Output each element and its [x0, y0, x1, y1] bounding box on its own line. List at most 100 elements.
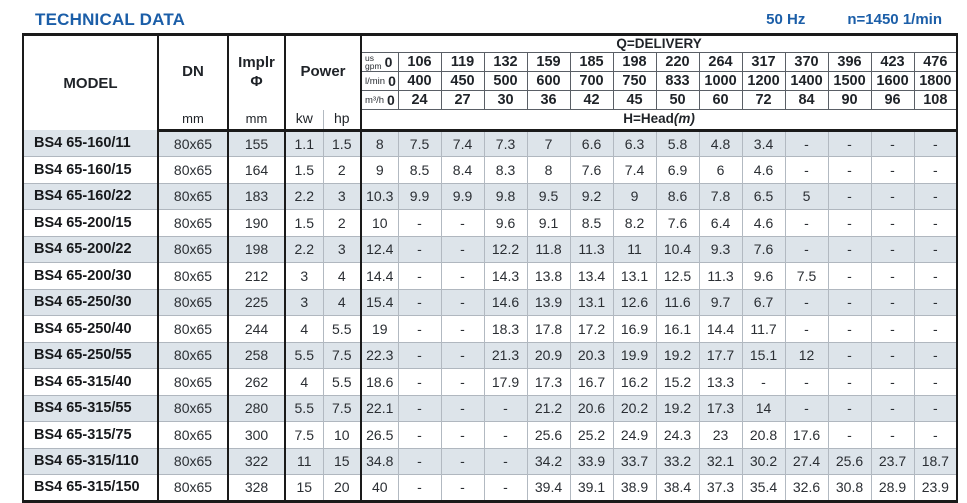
- head-value-cell: 8.5: [570, 209, 614, 236]
- hp-cell: 5.5: [323, 368, 363, 395]
- head-value-cell: 30.8: [828, 474, 872, 501]
- head-value-cell: 24.9: [613, 421, 657, 448]
- delivery-value: 370: [785, 52, 829, 72]
- head-value-cell: 39.4: [527, 474, 571, 501]
- model-cell: BS4 65-315/55: [23, 394, 159, 422]
- dn-cell: 80x65: [158, 315, 229, 342]
- delivery-value: 1200: [742, 71, 786, 91]
- head-value-cell: 9.1: [527, 209, 571, 236]
- head-value-cell: 9: [613, 182, 657, 210]
- head-value-cell: 17.8: [527, 315, 571, 342]
- head-value-cell: 15.2: [656, 368, 700, 395]
- head-value-cell: -: [785, 394, 829, 422]
- delivery-value: 30: [484, 90, 528, 110]
- unit-label: l/min: [365, 75, 386, 87]
- model-cell: BS4 65-200/15: [23, 209, 159, 236]
- head-value-cell: 12.5: [656, 262, 700, 289]
- head-value-cell: 15.4: [361, 288, 399, 316]
- unit-label: us gpm: [365, 52, 382, 71]
- delivery-value: 750: [613, 71, 657, 91]
- head-value-cell: 4.8: [699, 130, 743, 157]
- head-value-cell: 18.7: [914, 447, 958, 475]
- head-value-cell: -: [914, 421, 958, 448]
- head-value-cell: 5: [785, 182, 829, 210]
- hp-cell: 3: [323, 235, 363, 263]
- model-cell: BS4 65-315/75: [23, 421, 159, 448]
- head-value-cell: 17.2: [570, 315, 614, 342]
- column-header-dn: DN: [158, 34, 229, 110]
- head-value-cell: -: [398, 209, 442, 236]
- dn-cell: 80x65: [158, 447, 229, 475]
- head-value-cell: 14.6: [484, 288, 528, 316]
- implr-cell: 190: [228, 209, 286, 236]
- head-value-cell: -: [441, 447, 485, 475]
- dn-cell: 80x65: [158, 209, 229, 236]
- head-value-cell: 8: [361, 130, 399, 157]
- delivery-value: 700: [570, 71, 614, 91]
- head-value-cell: -: [932, 135, 938, 152]
- head-value-cell: -: [398, 262, 442, 289]
- hp-cell: 4: [323, 288, 363, 316]
- head-value-cell: -: [914, 315, 958, 342]
- head-value-cell: -: [914, 288, 958, 316]
- head-value-cell: 12.4: [361, 235, 399, 263]
- table-row: BS4 65-315/110 80x65 322 11 15 34.8- - -34.2 33.…: [23, 447, 958, 475]
- kw-cell: 4: [285, 315, 324, 342]
- head-value-cell: 9.9: [398, 182, 442, 210]
- head-value-cell: 7.6: [570, 156, 614, 183]
- hp-cell: 7.5: [323, 394, 363, 422]
- delivery-value: 1000: [699, 71, 743, 91]
- head-value-cell: 4.6: [742, 209, 786, 236]
- dn-cell: 80x65: [158, 262, 229, 289]
- table-row: BS4 65-200/22 80x65 198 2.2 3 12.4- -12.2 11.8 1…: [23, 235, 958, 263]
- head-value-cell: -: [742, 368, 786, 395]
- implr-cell: 183: [228, 182, 286, 210]
- head-value-cell: -: [484, 421, 528, 448]
- head-value-cell: 9.8: [484, 182, 528, 210]
- hp-cell: 15: [323, 447, 363, 475]
- kw-cell: 1.5: [285, 209, 324, 236]
- delivery-value: 1400: [785, 71, 829, 91]
- head-value-cell: 19.9: [613, 341, 657, 369]
- implr-cell: 212: [228, 262, 286, 289]
- implr-cell: 262: [228, 368, 286, 395]
- head-value-cell: -: [871, 235, 915, 263]
- implr-cell: 198: [228, 235, 286, 263]
- head-value-cell: -: [785, 209, 829, 236]
- implr-unit-label: mm: [228, 109, 286, 132]
- model-cell: BS4 65-160/11: [23, 130, 159, 157]
- delivery-value: 27: [441, 90, 485, 110]
- head-value-cell: -: [914, 341, 958, 369]
- kw-cell: 15: [285, 474, 324, 501]
- head-value-cell: 39.1: [570, 474, 614, 501]
- table-body: BS4 65-160/11 80x65 155 1.1 1.5 8 7.5 7.4 7.3 7 6.…: [23, 130, 958, 501]
- hp-cell: 10: [323, 421, 363, 448]
- kw-cell: 3: [285, 288, 324, 316]
- head-value-cell: 7.3: [484, 130, 528, 157]
- head-value-cell: -: [785, 156, 829, 183]
- implr-cell: 328: [228, 474, 286, 501]
- kw-cell: 7.5: [285, 421, 324, 448]
- delivery-value: 60: [699, 90, 743, 110]
- dn-cell: 80x65: [158, 130, 229, 157]
- table-row: BS4 65-315/150 80x65 328 15 20 40- - -39.4 39.1 3…: [23, 474, 958, 501]
- head-value-cell: 17.3: [527, 368, 571, 395]
- head-value-cell: 19.2: [656, 394, 700, 422]
- head-value-cell: 19: [361, 315, 399, 342]
- head-value-cell: 16.1: [656, 315, 700, 342]
- head-value-cell: 20.9: [527, 341, 571, 369]
- head-value-cell: -: [871, 315, 915, 342]
- delivery-value: 72: [742, 90, 786, 110]
- delivery-unit-cell-l-min: l/min 0: [361, 71, 399, 91]
- model-cell: BS4 65-315/40: [23, 368, 159, 395]
- head-value-cell: 16.7: [570, 368, 614, 395]
- head-value-cell: 3.4: [742, 130, 786, 157]
- head-value-cell: 21.2: [527, 394, 571, 422]
- kw-column-label: kw: [285, 109, 324, 132]
- head-value-cell: -: [441, 394, 485, 422]
- head-value-cell: -: [914, 368, 958, 395]
- delivery-value: 42: [570, 90, 614, 110]
- head-value-cell: 6.3: [613, 130, 657, 157]
- head-value-cell: 14.4: [361, 262, 399, 289]
- head-axis-title: H=Head(m): [361, 109, 958, 132]
